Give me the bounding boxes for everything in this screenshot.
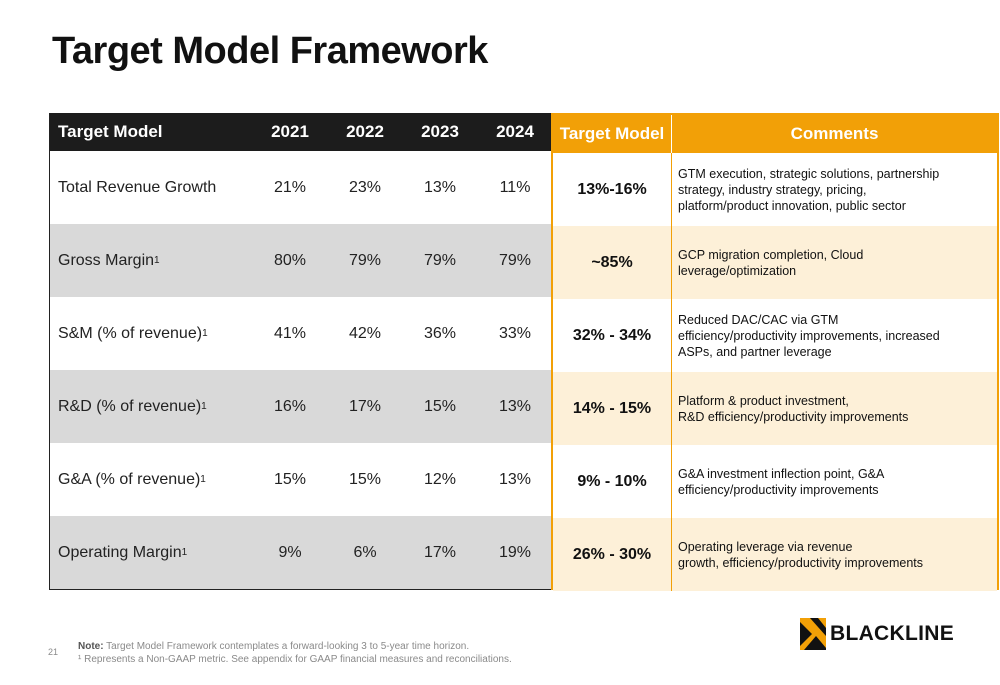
- value-cell-2022: 42%: [348, 324, 382, 342]
- value-cell-2023: 36%: [423, 324, 457, 342]
- metric-label: G&A (% of revenue) 1: [50, 443, 250, 516]
- value-cell-2023: 13%: [423, 178, 457, 196]
- table-row-target: 32% - 34% Reduced DAC/CAC via GTM efficien…: [553, 299, 997, 372]
- value-cell-2022: 23%: [348, 178, 382, 196]
- table-row: Operating Margin 1 9% 6% 17% 19%: [50, 516, 551, 589]
- table-row: R&D (% of revenue) 1 16% 17% 15% 13%: [50, 370, 551, 443]
- footnote-marker: 1: [201, 401, 207, 412]
- note-label: Note:: [78, 641, 104, 652]
- table-row-target: 26% - 30% Operating leverage via revenue g…: [553, 518, 997, 591]
- blackline-logo-icon: [800, 618, 826, 650]
- header-target-model: Target Model: [559, 124, 665, 143]
- value-cell-2024: 13%: [498, 470, 532, 488]
- value-cell-2021: 16%: [273, 397, 307, 415]
- value-cell-2024: 13%: [498, 397, 532, 415]
- comment-cell: Operating leverage via revenue growth, ef…: [671, 518, 997, 591]
- target-section: Target Model Comments 13%-16% GTM executi…: [551, 113, 999, 591]
- blackline-logo: BLACKLINE: [800, 618, 954, 650]
- value-cell-2024: 19%: [498, 543, 532, 561]
- metric-name: S&M (% of revenue): [58, 324, 203, 342]
- metric-name: G&A (% of revenue): [58, 470, 201, 488]
- value-cell-2021: 15%: [273, 470, 307, 488]
- comment-cell: GCP migration completion, Cloud leverage/…: [671, 226, 997, 299]
- target-value: 9% - 10%: [577, 472, 647, 490]
- non-gaap-footnote: ¹ Represents a Non-GAAP metric. See appe…: [78, 654, 512, 665]
- footnote-marker: 1: [200, 474, 206, 485]
- comment-line: ASPs, and partner leverage: [678, 344, 832, 359]
- historical-section: Target Model 2021 2022 2023 2024 Total R…: [49, 113, 552, 590]
- comment-line: G&A investment inflection point, G&A: [678, 466, 885, 481]
- footnote-marker: 1: [154, 255, 160, 266]
- logo-text: BLACKLINE: [830, 622, 955, 645]
- page-title: Target Model Framework: [52, 30, 488, 72]
- table-row: G&A (% of revenue) 1 15% 15% 12% 13%: [50, 443, 551, 516]
- value-cell-2023: 15%: [423, 397, 457, 415]
- value-cell-2021: 9%: [278, 543, 302, 561]
- value-cell-2021: 80%: [273, 251, 307, 269]
- footnote-marker: 1: [181, 547, 188, 558]
- comment-line: efficiency/productivity improvements: [678, 482, 879, 497]
- value-cell-2023: 17%: [423, 543, 457, 561]
- table-row-target: ~85% GCP migration completion, Cloud lever…: [553, 226, 997, 299]
- comment-line: Reduced DAC/CAC via GTM: [678, 312, 839, 327]
- comment-line: Platform & product investment,: [678, 393, 849, 408]
- value-cell-2022: 15%: [348, 470, 382, 488]
- table-row-target: 9% - 10% G&A investment inflection point,…: [553, 445, 997, 518]
- target-value: 32% - 34%: [572, 326, 652, 344]
- metric-label: Gross Margin 1: [50, 224, 250, 297]
- metric-name: Total Revenue Growth: [58, 178, 217, 196]
- comment-line: R&D efficiency/productivity improvements: [678, 409, 909, 424]
- metric-name: R&D (% of revenue): [58, 397, 202, 415]
- note-text: Target Model Framework contemplates a fo…: [103, 641, 470, 652]
- metric-label: S&M (% of revenue) 1: [50, 297, 250, 370]
- footnote-marker: 1: [202, 328, 208, 339]
- comment-line: efficiency/productivity improvements, in…: [678, 328, 940, 343]
- value-cell-2024: 79%: [498, 251, 532, 269]
- table-row: S&M (% of revenue) 1 41% 42% 36% 33%: [50, 297, 551, 370]
- table-row-target: 14% - 15% Platform & product investment, R…: [553, 372, 997, 445]
- table-row: Gross Margin 1 80% 79% 79% 79%: [50, 224, 551, 297]
- comment-cell: Reduced DAC/CAC via GTM efficiency/produc…: [671, 299, 997, 372]
- comment-line: platform/product innovation, public sect…: [678, 198, 906, 213]
- target-value: 13%-16%: [577, 180, 647, 198]
- value-cell-2024: 33%: [498, 324, 532, 342]
- comment-cell: GTM execution, strategic solutions, part…: [671, 153, 997, 226]
- metric-name: Gross Margin: [58, 251, 155, 269]
- header-year-2021: 2021: [271, 122, 309, 141]
- value-cell-2024: 11%: [499, 178, 531, 196]
- comment-line: growth, efficiency/productivity improvem…: [678, 555, 924, 570]
- comment-line: GCP migration completion, Cloud: [678, 247, 864, 262]
- table-header-right: Target Model Comments: [553, 115, 997, 153]
- page-number: 21: [48, 647, 59, 657]
- metric-label: Operating Margin 1: [50, 516, 250, 589]
- value-cell-2022: 79%: [348, 251, 382, 269]
- comment-cell: G&A investment inflection point, G&A effi…: [671, 445, 997, 518]
- header-metric: Target Model: [58, 122, 163, 141]
- value-cell-2021: 21%: [273, 178, 307, 196]
- footnote: Note: Target Model Framework contemplate…: [78, 640, 512, 666]
- metric-label: Total Revenue Growth: [50, 151, 250, 224]
- header-year-2023: 2023: [421, 122, 459, 141]
- comment-line: strategy, industry strategy, pricing,: [678, 182, 867, 197]
- header-year-2022: 2022: [346, 122, 384, 141]
- metric-name: Operating Margin: [58, 543, 182, 561]
- comment-line: GTM execution, strategic solutions, part…: [678, 166, 940, 181]
- header-year-2024: 2024: [496, 122, 534, 141]
- comment-cell: Platform & product investment, R&D effici…: [671, 372, 997, 445]
- value-cell-2022: 6%: [353, 543, 377, 561]
- target-value: 14% - 15%: [572, 399, 652, 417]
- value-cell-2021: 41%: [273, 324, 307, 342]
- comment-line: Operating leverage via revenue: [678, 539, 853, 554]
- comment-line: leverage/optimization: [678, 263, 797, 278]
- value-cell-2023: 79%: [423, 251, 457, 269]
- header-comments: Comments: [671, 115, 997, 153]
- table-header-left: Target Model 2021 2022 2023 2024: [50, 113, 552, 151]
- table-row: Total Revenue Growth 21% 23% 13% 11%: [50, 151, 551, 224]
- value-cell-2023: 12%: [423, 470, 457, 488]
- value-cell-2022: 17%: [348, 397, 382, 415]
- target-value: 26% - 30%: [572, 545, 652, 563]
- target-value: ~85%: [591, 253, 633, 271]
- metric-label: R&D (% of revenue) 1: [50, 370, 250, 443]
- table-row-target: 13%-16% GTM execution, strategic solution…: [553, 153, 997, 226]
